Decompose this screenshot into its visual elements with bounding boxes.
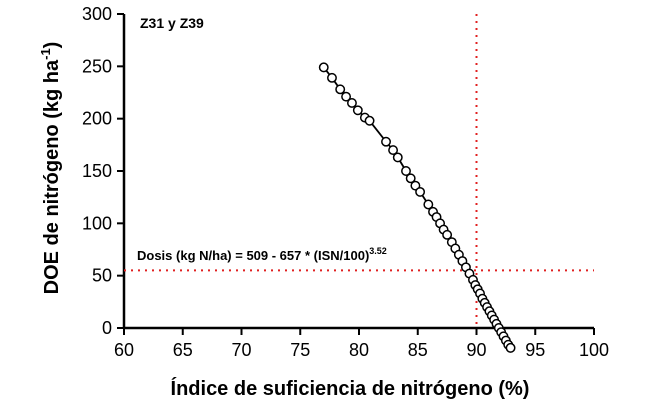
- data-point: [364, 115, 375, 126]
- data-point: [388, 145, 399, 156]
- data-point: [423, 199, 434, 210]
- y-tick-label: 300: [82, 4, 112, 24]
- x-tick-label: 85: [408, 340, 428, 360]
- data-point: [327, 72, 337, 83]
- data-point: [442, 229, 453, 240]
- y-tick-label: 100: [82, 213, 112, 233]
- x-tick-label: 75: [290, 340, 310, 360]
- data-point: [381, 136, 391, 147]
- x-tick-label: 65: [173, 340, 193, 360]
- reference-lines: [124, 14, 594, 328]
- y-tick-label: 150: [82, 161, 112, 181]
- y-tick-label: 50: [92, 266, 112, 286]
- y-ticks: 0 50 100 150 200 250 300: [82, 4, 124, 338]
- y-axis-title-close: ): [41, 42, 63, 49]
- equation-exponent: 3.52: [369, 246, 387, 256]
- data-point: [415, 186, 426, 197]
- y-tick-label: 250: [82, 56, 112, 76]
- data-point: [341, 91, 352, 102]
- y-tick-label: 0: [102, 318, 112, 338]
- data-point: [318, 62, 329, 73]
- x-tick-label: 100: [579, 340, 609, 360]
- y-axis-title-main: DOE de nitrógeno (kg ha: [41, 59, 63, 294]
- x-tick-label: 80: [349, 340, 369, 360]
- equation-label: Dosis (kg N/ha) = 509 - 657 * (ISN/100)3…: [137, 246, 387, 263]
- x-tick-label: 95: [525, 340, 545, 360]
- data-point: [505, 342, 516, 353]
- data-point: [335, 84, 346, 95]
- x-tick-label: 70: [231, 340, 251, 360]
- panel-label: Z31 y Z39: [140, 15, 204, 31]
- x-axis-title: Índice de suficiencia de nitrógeno (%): [171, 377, 530, 400]
- axes: [122, 14, 594, 330]
- y-axis-title-superscript: -1: [38, 48, 53, 60]
- data-point: [401, 166, 411, 176]
- x-ticks: 60 65 70 75 80 85 90 95 100: [114, 328, 609, 360]
- y-axis-title: DOE de nitrógeno (kg ha-1): [38, 42, 63, 295]
- y-tick-label: 200: [82, 109, 112, 129]
- equation-main: Dosis (kg N/ha) = 509 - 657 * (ISN/100): [137, 248, 369, 263]
- data-point: [392, 152, 403, 163]
- x-tick-label: 90: [466, 340, 486, 360]
- data-points: [318, 62, 516, 353]
- x-tick-label: 60: [114, 340, 134, 360]
- data-point: [405, 173, 416, 184]
- data-point: [352, 105, 363, 116]
- data-point: [347, 98, 357, 108]
